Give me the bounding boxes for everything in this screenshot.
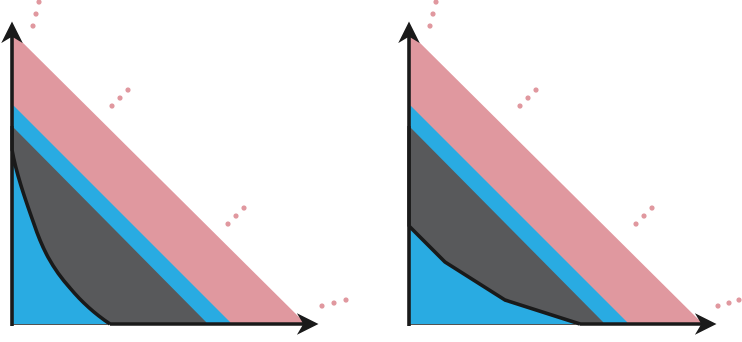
right-dots-top — [427, 0, 439, 29]
left-panel — [1, 0, 349, 335]
continuation-dot — [36, 0, 42, 5]
left-dots-top — [30, 0, 42, 29]
continuation-dot — [715, 303, 721, 309]
continuation-dot — [433, 0, 439, 5]
continuation-dot — [726, 300, 732, 306]
left-dots-upper — [109, 87, 131, 109]
continuation-dot — [30, 23, 36, 29]
left-dots-right — [319, 297, 349, 309]
continuation-dot — [241, 205, 247, 211]
continuation-dot — [427, 23, 433, 29]
continuation-dot — [331, 300, 337, 306]
right-dots-right — [715, 297, 742, 309]
continuation-dot — [641, 213, 647, 219]
right-inner-region — [409, 126, 605, 324]
continuation-dot — [125, 87, 131, 93]
continuation-dot — [525, 95, 531, 101]
continuation-dot — [343, 297, 349, 303]
continuation-dot — [33, 11, 39, 17]
continuation-dot — [633, 221, 639, 227]
left-boundary-outline — [10, 126, 111, 326]
right-panel — [398, 0, 742, 335]
right-dots-upper — [517, 87, 539, 109]
continuation-dot — [517, 103, 523, 109]
continuation-dot — [736, 297, 742, 303]
left-dots-middle — [225, 205, 247, 227]
continuation-dot — [225, 221, 231, 227]
continuation-dot — [109, 103, 115, 109]
continuation-dot — [533, 87, 539, 93]
continuation-dot — [319, 303, 325, 309]
continuation-dot — [649, 205, 655, 211]
right-dots-middle — [633, 205, 655, 227]
continuation-dot — [430, 11, 436, 17]
continuation-dot — [233, 213, 239, 219]
continuation-dot — [117, 95, 123, 101]
